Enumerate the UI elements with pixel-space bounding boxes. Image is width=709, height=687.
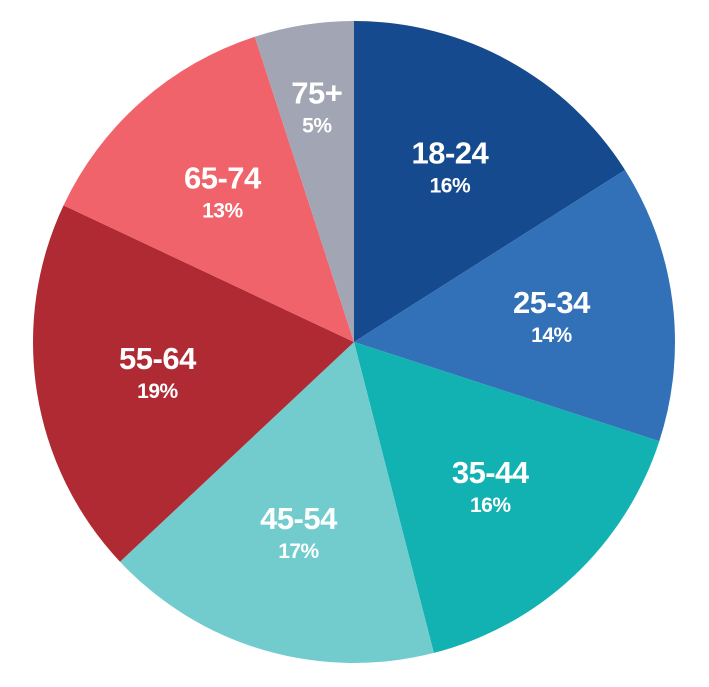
pie-slice-18-24 (354, 21, 626, 342)
pie-slice-45-54 (120, 342, 434, 664)
slice-percent-18-24: 16% (430, 175, 471, 198)
pie-slice-25-34 (354, 170, 675, 442)
slice-percent-25-34: 14% (531, 324, 572, 347)
pie-slices (32, 21, 675, 664)
slice-percent-35-44: 16% (470, 494, 511, 517)
slice-percent-45-54: 17% (278, 540, 319, 563)
pie-slice-75+ (254, 21, 354, 342)
pie-slice-55-64 (32, 205, 354, 562)
slice-label-18-24: 18-24 (411, 136, 489, 171)
slice-percent-75+: 5% (302, 114, 332, 137)
slice-label-75+: 75+ (291, 75, 342, 110)
slice-label-35-44: 35-44 (452, 455, 530, 490)
pie-slice-35-44 (354, 342, 660, 653)
slice-percent-55-64: 19% (137, 380, 178, 403)
slice-label-65-74: 65-74 (184, 161, 262, 196)
pie-slice-65-74 (63, 36, 355, 343)
slice-label-25-34: 25-34 (513, 285, 591, 320)
slice-percent-65-74: 13% (202, 200, 243, 223)
slice-label-55-64: 55-64 (119, 341, 197, 376)
slice-label-45-54: 45-54 (260, 501, 338, 536)
pie-labels: 18-24 16% 25-34 14% 35-44 16% 45-54 17% 55-64 19%… (119, 75, 592, 563)
